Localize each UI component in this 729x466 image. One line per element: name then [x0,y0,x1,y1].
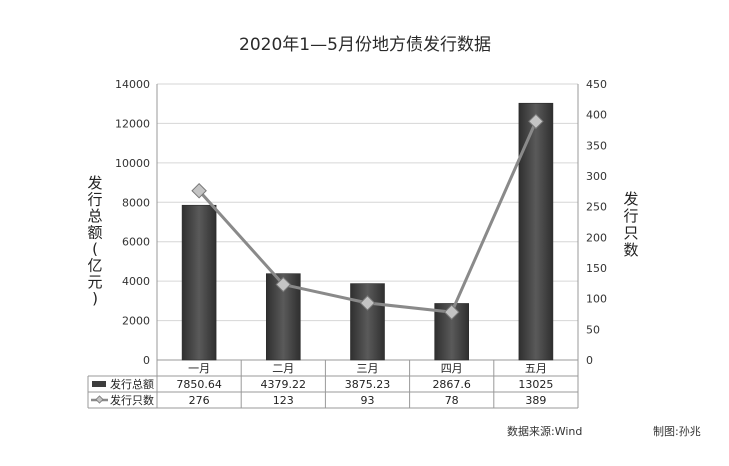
axis-label-text: 发行只数 [623,190,638,259]
data-source: 数据来源:Wind [507,424,582,438]
legend-key-marker [95,395,104,404]
left-tick-label: 0 [143,354,150,367]
chart-author: 制图:孙兆 [653,425,701,438]
axis-label-text: 发行总额(亿元) [87,174,102,308]
line-value-label: 276 [189,394,210,407]
right-tick-label: 0 [586,354,593,367]
bar-5 [518,102,554,361]
left-tick-label: 10000 [115,157,150,170]
line-series [191,113,544,320]
category-label: 一月 [188,362,210,375]
left-axis-label: 发行总额(亿元) [87,174,102,308]
category-label: 四月 [441,362,463,375]
right-tick-label: 200 [586,231,607,244]
line-value-label: 389 [525,394,546,407]
left-tick-label: 4000 [122,275,150,288]
bar-value-label: 2867.6 [432,378,471,391]
bar-3 [350,283,385,361]
right-tick-label: 250 [586,201,607,214]
line-value-label: 93 [361,394,375,407]
right-axis-label: 发行只数 [623,190,638,259]
right-tick-label: 450 [586,78,607,91]
right-tick-label: 150 [586,262,607,275]
category-label: 三月 [357,362,379,375]
gridlines [156,83,579,361]
bar-value-label: 4379.22 [261,378,307,391]
right-tick-label: 350 [586,139,607,152]
left-tick-label: 6000 [122,236,150,249]
right-tick-label: 300 [586,170,607,183]
left-axis-ticks: 0 2000 4000 6000 8000 10000 12000 14000 [115,78,150,367]
left-tick-label: 2000 [122,315,150,328]
left-tick-label: 14000 [115,78,150,91]
right-tick-label: 50 [586,323,600,336]
left-tick-label: 8000 [122,196,150,209]
category-label: 二月 [272,362,294,375]
bars [181,102,554,361]
line-point-2 [275,276,292,293]
line-point-1 [191,182,207,199]
line-value-label: 78 [445,394,459,407]
line-value-label: 123 [273,394,294,407]
legend-label-line: 发行只数 [110,393,154,407]
legend-key-bar [92,381,106,387]
line-point-5 [528,113,544,130]
bar-1 [181,204,217,361]
category-label: 五月 [525,362,547,375]
bar-value-label: 7850.64 [176,378,222,391]
legend-label-bar: 发行总额 [110,377,154,391]
line-point-3 [359,295,376,311]
line-point-4 [443,304,460,320]
chart-title: 2020年1—5月份地方债发行数据 [239,35,491,55]
right-tick-label: 100 [586,293,607,306]
bar-value-label: 3875.23 [345,378,391,391]
bar-value-label: 13025 [518,378,553,391]
right-axis-ticks: 0 50 100 150 200 250 300 350 400 450 [586,78,607,367]
right-tick-label: 400 [586,109,607,122]
left-tick-label: 12000 [115,117,150,130]
